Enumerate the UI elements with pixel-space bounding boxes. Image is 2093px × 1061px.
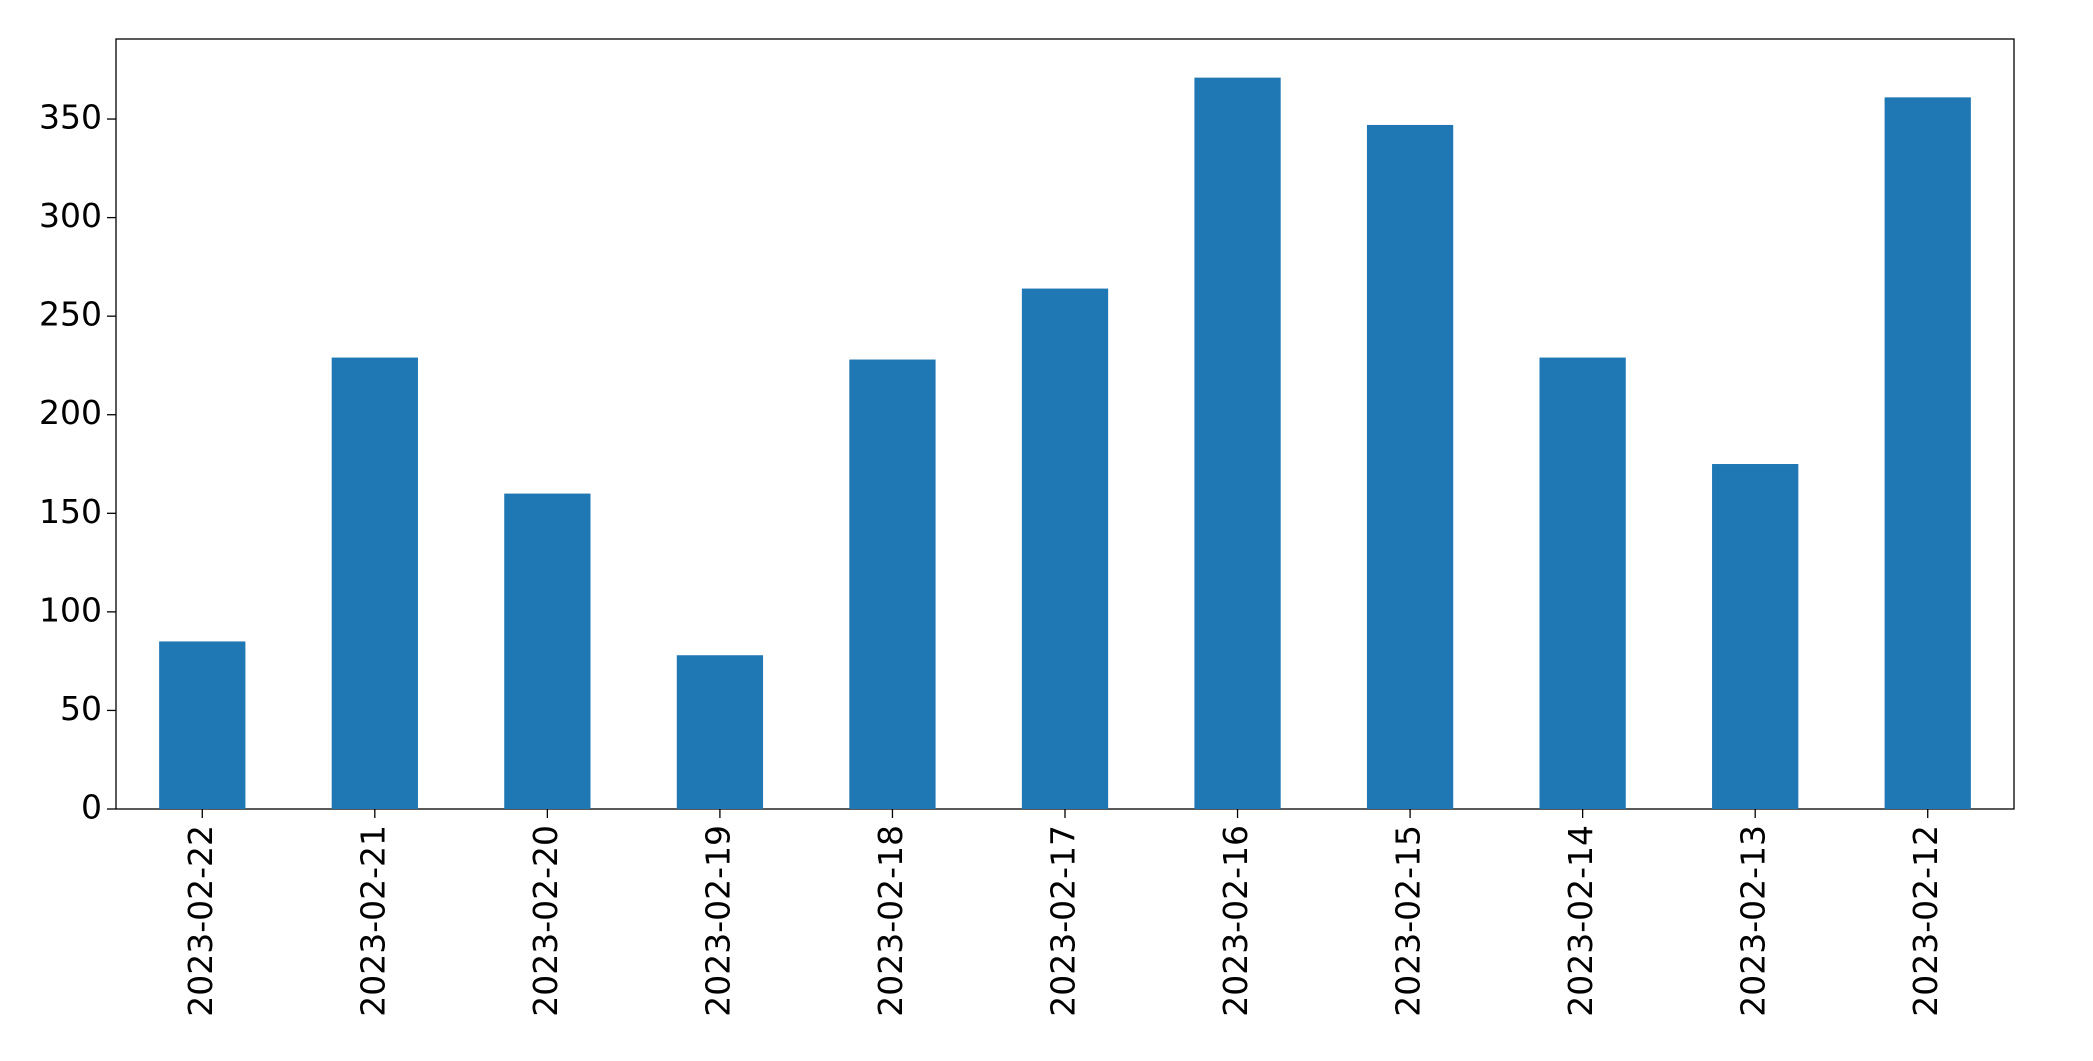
- x-tick-label: 2023-02-21: [353, 825, 392, 1017]
- x-tick-label: 2023-02-12: [1906, 825, 1945, 1017]
- bar: [504, 493, 591, 809]
- x-tick-label: 2023-02-22: [181, 825, 220, 1017]
- y-tick-label: 250: [39, 295, 102, 334]
- bar: [159, 641, 246, 809]
- bar: [1884, 97, 1971, 809]
- bar: [849, 359, 936, 809]
- x-tick-label: 2023-02-14: [1561, 825, 1600, 1017]
- x-tick-label: 2023-02-18: [871, 825, 910, 1017]
- y-tick-label: 300: [39, 196, 102, 235]
- x-tick-label: 2023-02-20: [526, 825, 565, 1017]
- y-tick-label: 350: [39, 98, 102, 137]
- bar: [1539, 357, 1626, 809]
- x-tick-label: 2023-02-13: [1734, 825, 1773, 1017]
- x-tick-label: 2023-02-17: [1044, 825, 1083, 1017]
- x-tick-label: 2023-02-19: [698, 825, 737, 1017]
- y-tick-label: 150: [39, 492, 102, 531]
- y-tick-label: 50: [60, 689, 102, 728]
- y-tick-label: 100: [39, 590, 102, 629]
- x-tick-label: 2023-02-16: [1216, 825, 1255, 1017]
- y-tick-label: 0: [81, 788, 102, 827]
- bar: [676, 655, 764, 809]
- bar: [1712, 464, 1799, 809]
- bar: [1366, 124, 1454, 809]
- x-tick-label: 2023-02-15: [1389, 825, 1428, 1017]
- bar: [331, 357, 418, 809]
- bar: [1021, 288, 1109, 809]
- bar: [1194, 77, 1281, 809]
- y-tick-label: 200: [39, 393, 102, 432]
